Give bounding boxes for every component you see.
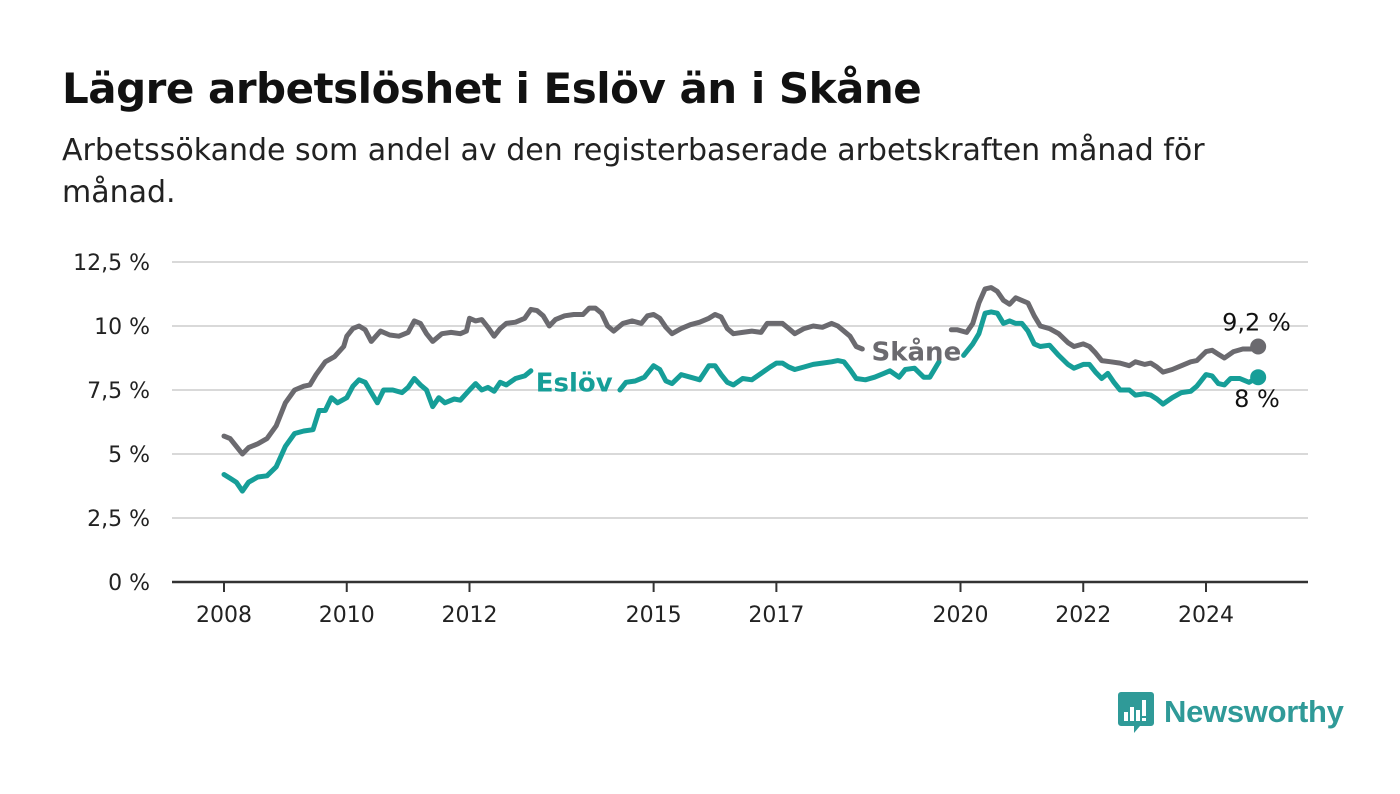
y-tick-label: 5 % [108, 443, 150, 468]
x-tick-label: 2008 [196, 603, 252, 628]
y-tick-label: 10 % [94, 315, 150, 340]
x-tick-label: 2012 [442, 603, 498, 628]
y-tick-label: 12,5 % [73, 251, 150, 276]
chart-gridlines [172, 261, 1308, 519]
brand-name: Newsworthy [1164, 694, 1344, 729]
series-line-skane [948, 285, 1261, 375]
x-axis: 2008 2010 2012 2015 2017 2020 2022 2024 [196, 582, 1234, 628]
series-line-eslov [617, 358, 942, 393]
y-tick-label: 7,5 % [87, 379, 150, 404]
end-value-label-eslov: 8 % [1234, 385, 1280, 413]
series-line-skane [221, 305, 865, 457]
end-point-skane [1250, 338, 1267, 355]
end-point-eslov [1250, 369, 1267, 386]
newsworthy-logo: Newsworthy [1118, 690, 1344, 734]
series-line-eslov [221, 368, 534, 494]
series-label-eslov: Eslöv [536, 368, 613, 398]
bar-chart-speech-bubble-icon [1118, 692, 1154, 733]
page-title: Lägre arbetslöshet i Eslöv än i Skåne [62, 64, 922, 113]
x-tick-label: 2010 [319, 603, 375, 628]
x-tick-label: 2015 [626, 603, 682, 628]
y-tick-label: 2,5 % [87, 507, 150, 532]
series-line-eslov [961, 309, 1261, 407]
chart-annotations: Skåne Eslöv 9,2 % 8 % [536, 308, 1291, 413]
end-value-label-skane: 9,2 % [1222, 308, 1291, 336]
chart-series [221, 285, 1267, 494]
y-tick-label: 0 % [108, 571, 150, 596]
x-tick-label: 2020 [933, 603, 989, 628]
x-tick-label: 2017 [748, 603, 804, 628]
y-axis: 0 % 2,5 % 5 % 7,5 % 10 % 12,5 % [73, 251, 1308, 596]
page-subtitle: Arbetssökande som andel av den registerb… [62, 133, 1205, 210]
x-tick-label: 2024 [1178, 603, 1234, 628]
x-tick-label: 2022 [1055, 603, 1111, 628]
series-label-skane: Skåne [872, 336, 962, 368]
